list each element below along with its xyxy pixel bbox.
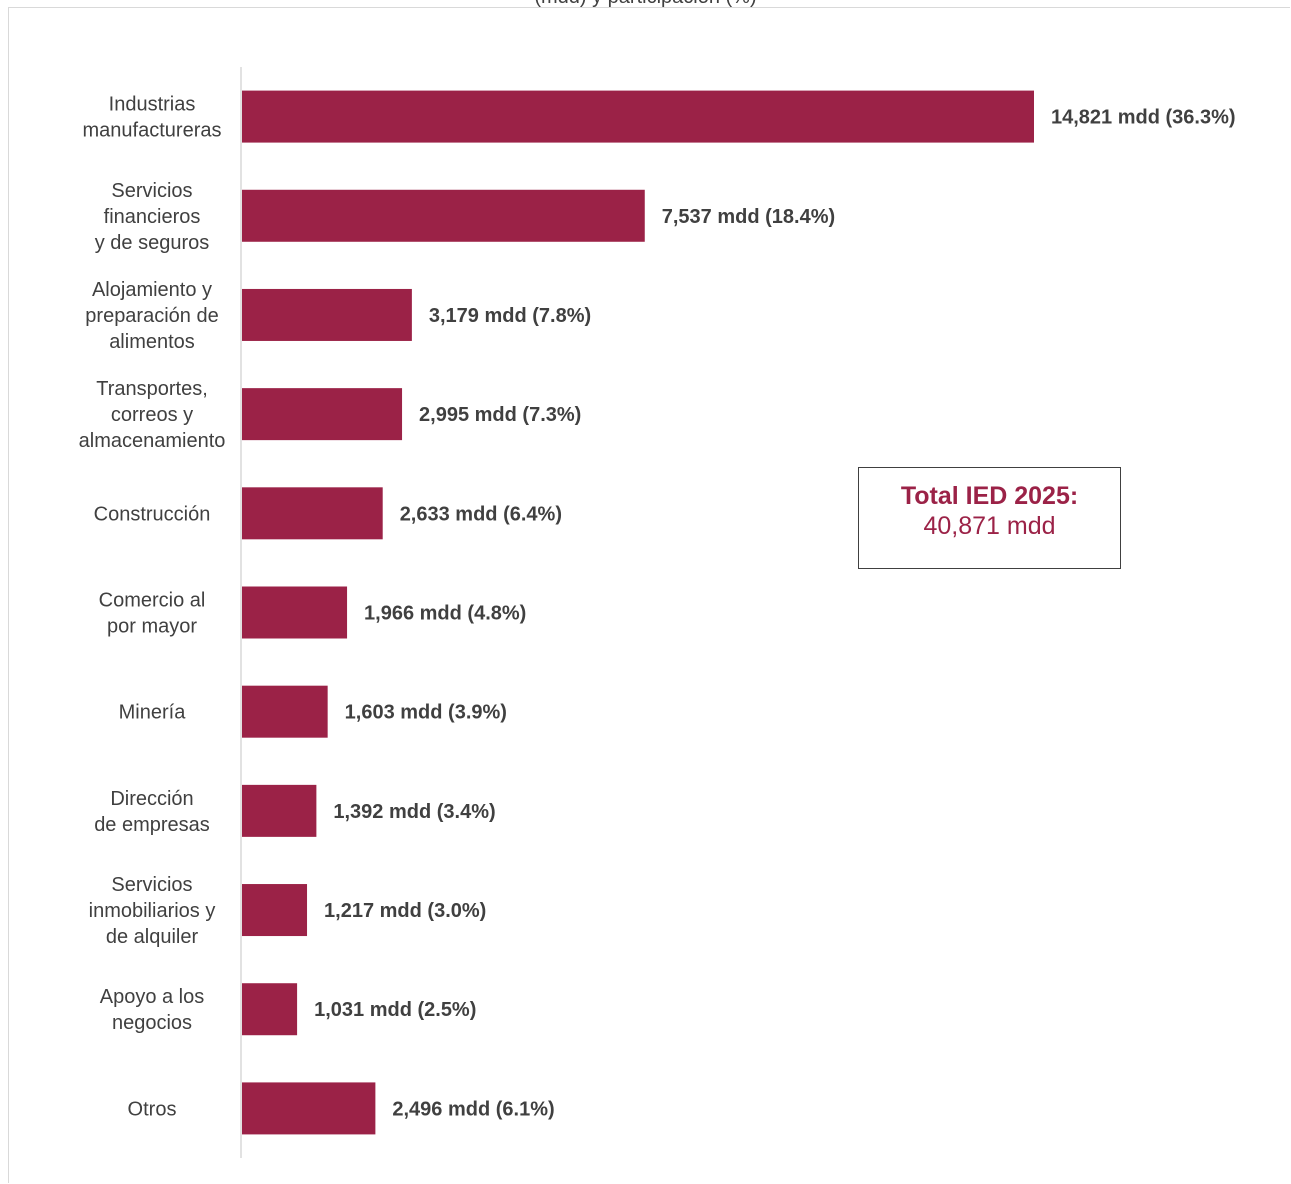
category-label-line: Comercio al (99, 590, 206, 612)
data-label-1: 7,537 mdd (18.4%) (662, 206, 835, 228)
category-label-line: inmobiliarios y (89, 900, 216, 922)
data-label-10: 2,496 mdd (6.1%) (392, 1098, 554, 1120)
bar-4 (242, 487, 383, 540)
data-label-3: 2,995 mdd (7.3%) (419, 404, 581, 426)
category-label-line: Servicios (111, 874, 192, 896)
category-label-line: manufactureras (83, 120, 222, 142)
category-label-8: Servicios inmobiliarios y de alquiler (89, 874, 216, 948)
category-label-line: alimentos (109, 331, 195, 353)
category-label-6: Minería (119, 702, 187, 724)
category-label-1: Servicios financieros y de seguros (95, 180, 210, 254)
category-label-line: Dirección (110, 788, 193, 810)
total-ied-label: Total IED 2025: (900, 482, 1079, 510)
category-label-line: Minería (119, 702, 187, 724)
category-label-line: negocios (112, 1012, 192, 1034)
bar-0 (242, 90, 1034, 143)
category-label-line: Construcción (94, 503, 211, 525)
page-frame (8, 7, 1290, 1183)
category-label-2: Alojamiento y preparación de alimentos (85, 279, 218, 353)
category-label-line: correos y (111, 404, 193, 426)
data-label-8: 1,217 mdd (3.0%) (324, 900, 486, 922)
bar-5 (242, 586, 348, 639)
bar-9 (242, 983, 298, 1036)
data-label-0: 14,821 mdd (36.3%) (1051, 107, 1236, 129)
category-label-line: Transportes, (96, 378, 208, 400)
data-label-4: 2,633 mdd (6.4%) (400, 503, 562, 525)
category-label-line: preparación de (85, 305, 218, 327)
category-label-line: Otros (128, 1098, 177, 1120)
category-label-line: y de seguros (95, 232, 210, 254)
total-ied-box: Total IED 2025: 40,871 mdd (858, 467, 1121, 569)
category-label-0: Industrias manufactureras (83, 94, 222, 142)
category-label-5: Comercio al por mayor (99, 590, 206, 638)
category-label-7: Dirección de empresas (94, 788, 210, 836)
bar-8 (242, 884, 308, 937)
bar-6 (242, 685, 328, 738)
category-label-line: Industrias (109, 94, 196, 116)
bars-layer: 14,821 mdd (36.3%) Industrias manufacturer… (79, 90, 1236, 1135)
category-label-9: Apoyo a los negocios (100, 986, 205, 1034)
category-label-line: de empresas (94, 814, 210, 836)
data-label-2: 3,179 mdd (7.8%) (429, 305, 591, 327)
category-label-line: Alojamiento y (92, 279, 212, 301)
category-label-3: Transportes, correos y almacenamiento (79, 378, 226, 452)
category-label-4: Construcción (94, 503, 211, 525)
bar-2 (242, 288, 412, 341)
bar-3 (242, 388, 403, 441)
category-label-line: almacenamiento (79, 430, 226, 452)
category-label-line: Servicios (111, 180, 192, 202)
bar-1 (242, 189, 645, 242)
category-label-line: por mayor (107, 616, 197, 638)
category-label-line: financieros (104, 206, 201, 228)
category-label-line: Apoyo a los (100, 986, 205, 1008)
data-label-5: 1,966 mdd (4.8%) (364, 603, 526, 625)
bar-10 (242, 1082, 376, 1135)
data-label-9: 1,031 mdd (2.5%) (314, 999, 476, 1021)
data-label-7: 1,392 mdd (3.4%) (333, 801, 495, 823)
chart-title: (mdd) y participación (%) (0, 0, 1291, 9)
total-ied-value: 40,871 mdd (923, 512, 1056, 540)
category-label-line: de alquiler (106, 926, 199, 948)
data-label-6: 1,603 mdd (3.9%) (345, 702, 507, 724)
bar-7 (242, 784, 317, 837)
category-label-10: Otros (128, 1098, 177, 1120)
